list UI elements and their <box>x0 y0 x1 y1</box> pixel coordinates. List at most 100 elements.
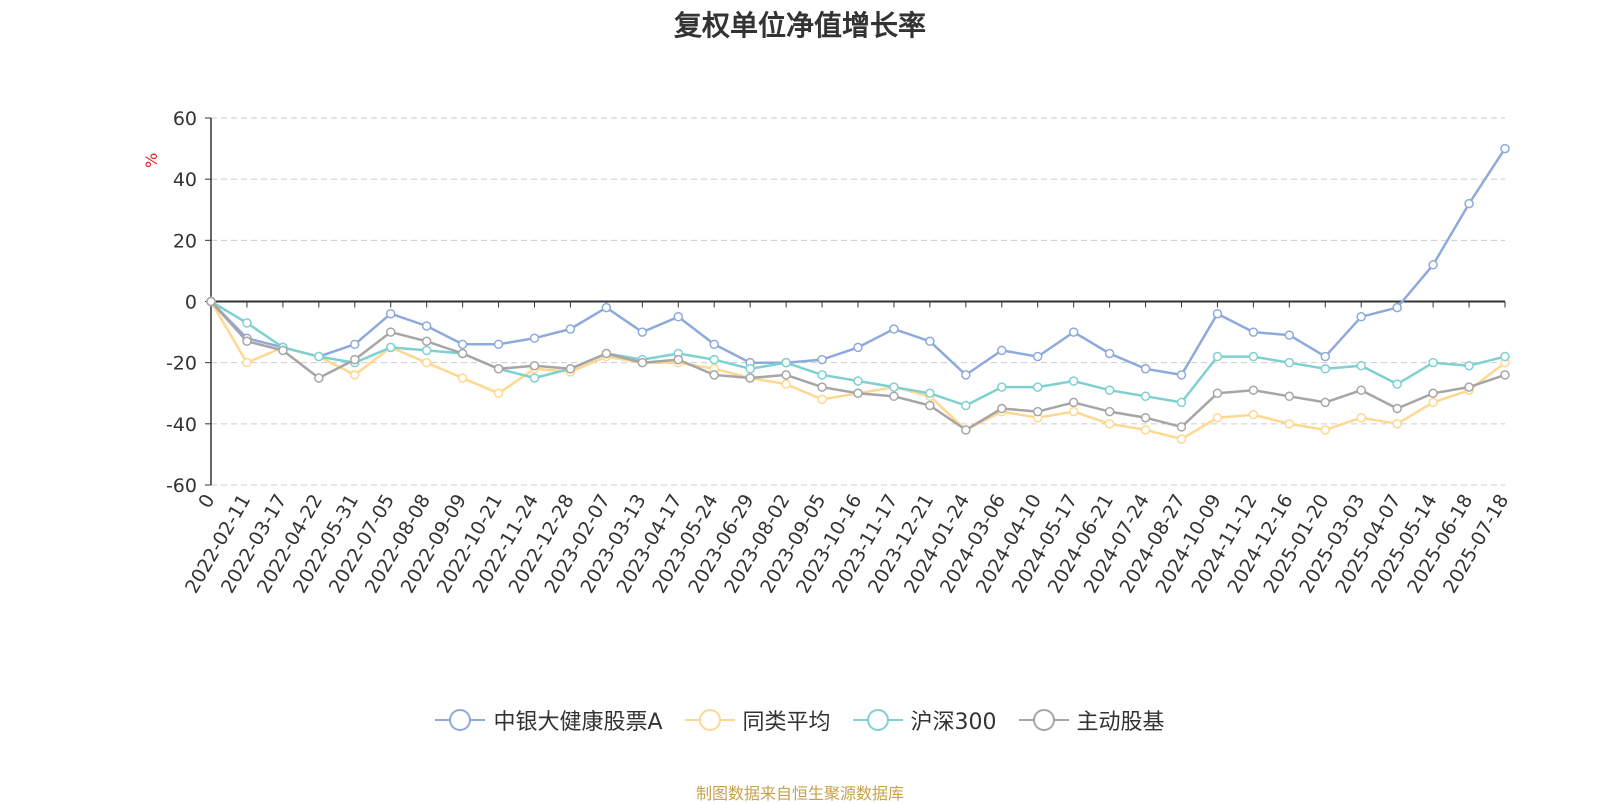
series-0 <box>206 143 1510 380</box>
data-point <box>1032 406 1043 417</box>
legend-swatch-icon <box>852 709 903 731</box>
data-point <box>421 345 432 356</box>
legend-label: 主动股基 <box>1076 710 1165 735</box>
data-point <box>853 388 863 398</box>
legend-item[interactable]: 同类平均 <box>684 704 831 736</box>
legend-swatch-icon <box>435 709 486 731</box>
data-point <box>1068 397 1079 408</box>
data-point <box>1212 412 1223 423</box>
data-point <box>1500 370 1510 380</box>
data-point <box>493 388 504 398</box>
legend-item[interactable]: 中银大健康股票A <box>435 704 663 736</box>
data-point <box>1140 391 1151 402</box>
data-point <box>961 425 971 435</box>
data-point <box>1500 143 1510 154</box>
data-point <box>1248 409 1259 420</box>
data-point <box>1032 382 1043 392</box>
data-point <box>242 336 252 347</box>
data-point <box>421 336 432 347</box>
data-point <box>1140 425 1151 435</box>
data-point <box>457 373 468 383</box>
data-point <box>421 321 432 331</box>
x-axis-ticks: 02022-02-112022-03-172022-04-222022-05-3… <box>181 301 1513 597</box>
legend-item[interactable]: 主动股基 <box>1018 704 1165 736</box>
data-point <box>781 357 791 368</box>
data-point <box>817 370 827 380</box>
data-point <box>278 345 288 356</box>
data-point <box>385 327 396 337</box>
data-point <box>1284 391 1295 402</box>
data-point <box>1176 422 1187 432</box>
data-point <box>997 345 1007 356</box>
data-point <box>1212 388 1223 398</box>
data-point <box>206 296 216 307</box>
data-point <box>1140 364 1151 374</box>
y-axis-ticks: 60 40 20 0 -20 -40 -60 <box>166 108 211 497</box>
data-point <box>529 360 540 371</box>
data-point <box>493 364 504 374</box>
y-tick-label: 40 <box>173 169 197 191</box>
data-point <box>853 376 863 386</box>
data-point <box>242 318 252 328</box>
data-point <box>421 357 432 368</box>
y-tick-label: 60 <box>173 108 197 130</box>
data-point <box>1464 360 1474 371</box>
data-point <box>1212 351 1223 362</box>
data-point <box>457 348 468 359</box>
data-point <box>1176 434 1187 444</box>
data-point <box>1428 397 1438 408</box>
y-tick-label: 20 <box>173 230 197 252</box>
data-point <box>1356 385 1366 395</box>
data-point <box>817 382 827 392</box>
data-point <box>745 364 755 374</box>
data-point <box>1392 419 1402 429</box>
data-point <box>745 373 755 383</box>
data-point <box>385 308 396 319</box>
data-point <box>1212 308 1223 319</box>
data-point <box>889 382 899 392</box>
data-point <box>529 373 540 383</box>
legend-label: 中银大健康股票A <box>493 710 663 735</box>
data-point <box>1068 327 1079 337</box>
y-axis-label: % <box>142 153 161 168</box>
data-point <box>1104 419 1115 429</box>
data-point <box>853 342 863 353</box>
legend-swatch-icon <box>684 709 735 731</box>
data-point <box>1284 357 1295 368</box>
data-point <box>1392 403 1402 414</box>
data-point <box>709 339 719 350</box>
data-point <box>1284 330 1295 340</box>
series-lines <box>206 143 1510 444</box>
data-point <box>1068 406 1079 417</box>
data-point <box>997 403 1007 414</box>
data-point <box>1500 351 1510 362</box>
data-point <box>350 354 360 365</box>
data-point <box>781 370 791 380</box>
data-point <box>1248 385 1259 395</box>
data-point <box>314 351 324 362</box>
y-tick-label: 0 <box>185 292 197 314</box>
chart-title: 复权单位净值增长率 <box>673 9 926 42</box>
data-point <box>1104 385 1115 395</box>
data-point <box>565 364 576 374</box>
legend-label: 沪深300 <box>910 710 997 735</box>
data-point <box>637 357 648 368</box>
series-line <box>210 147 1507 377</box>
data-point <box>565 324 576 334</box>
data-point <box>1428 388 1438 398</box>
data-point <box>1392 302 1402 313</box>
x-tick-label: 0 <box>194 491 219 512</box>
data-point <box>709 370 719 380</box>
data-point <box>961 400 971 411</box>
data-point <box>1320 364 1331 374</box>
data-point <box>1284 419 1295 429</box>
data-point <box>1176 370 1187 380</box>
series-line <box>209 300 1506 441</box>
legend-swatch-icon <box>1018 709 1069 731</box>
data-point <box>1068 376 1079 386</box>
data-point <box>350 339 360 350</box>
data-point <box>889 391 899 402</box>
data-point <box>1176 397 1187 408</box>
data-point <box>781 379 791 389</box>
legend-item[interactable]: 沪深300 <box>852 704 997 736</box>
